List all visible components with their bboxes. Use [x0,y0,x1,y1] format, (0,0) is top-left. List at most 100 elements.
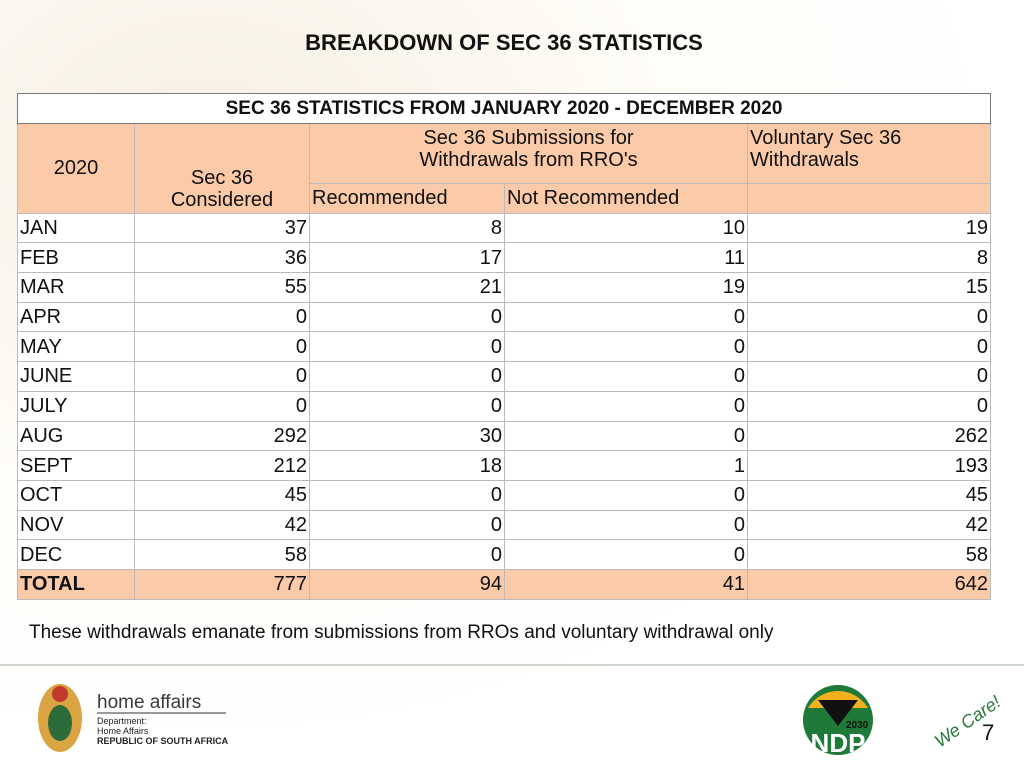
brand-name: home affairs [97,692,201,713]
cell: 45 [134,479,310,511]
cell: 30 [309,420,505,452]
cell: 0 [309,509,505,541]
cell: 0 [747,390,991,422]
cell: 10 [504,212,748,244]
cell: 17 [309,242,505,274]
cell: 0 [504,361,748,392]
cell: 19 [747,212,991,244]
cell: 55 [134,272,310,303]
cell: 0 [309,390,505,422]
dept-label: Department: [97,716,147,726]
total-row: TOTAL 777 94 41 642 [17,568,991,600]
cell: 0 [504,331,748,363]
cell: 0 [504,539,748,570]
data-row: SEPT 212 18 1 193 [17,450,991,481]
cell: 0 [747,361,991,392]
table-caption: SEC 36 STATISTICS FROM JANUARY 2020 - DE… [17,93,991,124]
cell: 0 [134,390,310,422]
cell: 0 [134,361,310,392]
cell: 0 [309,331,505,363]
cell: 1 [504,450,748,481]
slide-title: BREAKDOWN OF SEC 36 STATISTICS [305,30,703,55]
data-row: MAY 0 0 0 0 [17,331,991,363]
cell: 8 [747,242,991,274]
footnote: These withdrawals emanate from submissio… [29,622,774,643]
cell: 0 [504,301,748,333]
data-row: FEB 36 17 11 8 [17,242,991,274]
cell: 0 [747,331,991,363]
data-row: NOV 42 0 0 42 [17,509,991,541]
cell: 21 [309,272,505,303]
row-label: OCT [17,479,135,511]
data-row: OCT 45 0 0 45 [17,479,991,511]
row-label: DEC [17,539,135,570]
cell: 0 [504,420,748,452]
data-row: AUG 292 30 0 262 [17,420,991,452]
header-not-recommended: Not Recommended [504,183,748,214]
country: REPUBLIC OF SOUTH AFRICA [97,736,229,746]
cell: 193 [747,450,991,481]
row-label: MAY [17,331,135,363]
row-label: MAR [17,272,135,303]
cell: 58 [747,539,991,570]
data-row: APR 0 0 0 0 [17,301,991,333]
cell: 36 [134,242,310,274]
row-label: SEPT [17,450,135,481]
cell: 0 [134,301,310,333]
page-number: 7 [982,720,994,745]
cell: 0 [504,509,748,541]
header-voluntary: Voluntary Sec 36 Withdrawals [750,127,902,171]
data-row: JUNE 0 0 0 0 [17,361,991,392]
row-label: AUG [17,420,135,452]
caption-row: SEC 36 STATISTICS FROM JANUARY 2020 - DE… [17,93,991,124]
cell: 41 [504,568,748,600]
row-label: JULY [17,390,135,422]
header-row: Recommended Not Recommended [18,183,991,214]
cell: 0 [309,301,505,333]
header-considered: Sec 36 Considered [170,166,274,211]
coat-of-arms [38,684,82,752]
row-label: JUNE [17,361,135,392]
row-label: FEB [17,242,135,274]
header-empty [747,183,991,214]
cell: 0 [309,479,505,511]
cell: 19 [504,272,748,303]
cell: 262 [747,420,991,452]
cell: 42 [134,509,310,541]
cell: 777 [134,568,310,600]
data-row: DEC 58 0 0 58 [17,539,991,570]
cell: 45 [747,479,991,511]
cell: 212 [134,450,310,481]
cell: 37 [134,212,310,244]
stats-table: SEC 36 STATISTICS FROM JANUARY 2020 - DE… [17,93,991,600]
footer-rule [0,664,1024,666]
row-label: TOTAL [17,568,135,600]
row-label: JAN [17,212,135,244]
header-year: 2020 [17,123,135,214]
cell: 18 [309,450,505,481]
cell: 42 [747,509,991,541]
cell: 15 [747,272,991,303]
data-row: MAR 55 21 19 15 [17,272,991,303]
data-row: JULY 0 0 0 0 [17,390,991,422]
cell: 0 [134,331,310,363]
cell: 58 [134,539,310,570]
header-row: 2020 Sec 36 Considered Sec 36 Submission… [17,123,991,214]
cell: 642 [747,568,991,600]
row-label: APR [17,301,135,333]
cell: 94 [309,568,505,600]
cell: 0 [504,390,748,422]
dept-name: Home Affairs [97,726,149,736]
cell: 8 [309,212,505,244]
ndp-text: NDP [811,728,866,758]
cell: 292 [134,420,310,452]
cell: 0 [504,479,748,511]
ndp-year: 2030 [846,720,869,731]
cell: 0 [309,361,505,392]
cell: 11 [504,242,748,274]
cell: 0 [309,539,505,570]
header-recommended: Recommended [309,183,505,214]
header-submissions: Sec 36 Submissions for Withdrawals from … [419,127,638,171]
footer: home affairs Department: Home Affairs RE… [38,684,1004,758]
